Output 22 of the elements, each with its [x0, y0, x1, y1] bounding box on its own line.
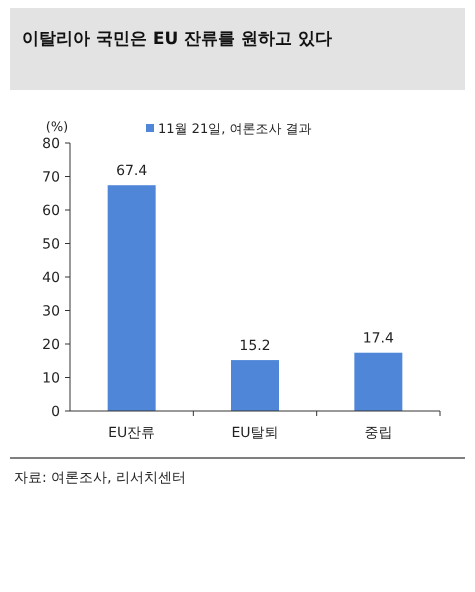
y-tick-label: 30: [42, 304, 60, 320]
y-tick-label: 80: [42, 136, 60, 152]
y-tick-label: 10: [42, 370, 60, 386]
y-tick-label: 40: [42, 270, 60, 286]
bar: [231, 360, 279, 411]
chart-title: 이탈리아 국민은 EU 잔류를 원하고 있다: [22, 29, 332, 49]
data-label: 17.4: [362, 330, 394, 347]
x-tick-label: 중립: [364, 425, 392, 441]
y-tick-label: 50: [42, 236, 60, 252]
y-axis-title: (%): [46, 120, 68, 135]
text: 자료: 여론조사, 리서치센터: [14, 470, 186, 486]
y-tick-label: 20: [42, 337, 60, 353]
x-tick-label: EU잔류: [108, 425, 156, 441]
y-tick-label: 60: [42, 203, 60, 219]
bar: [354, 352, 402, 411]
data-label: 15.2: [239, 338, 271, 354]
bar: [108, 185, 156, 411]
y-tick-label: 0: [51, 404, 60, 420]
legend-label: 11월 21일, 여론조사 결과: [158, 122, 312, 137]
x-tick-label: EU탈퇴: [231, 425, 279, 441]
data-label: 67.4: [116, 163, 148, 180]
y-tick-label: 70: [42, 170, 60, 186]
